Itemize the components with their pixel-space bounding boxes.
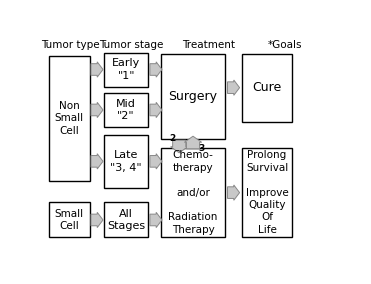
FancyBboxPatch shape bbox=[104, 202, 148, 237]
Text: *Goals: *Goals bbox=[268, 39, 302, 49]
Text: Cure: Cure bbox=[252, 81, 282, 94]
Polygon shape bbox=[91, 102, 103, 118]
Text: Chemo-
therapy

and/or

Radiation
Therapy: Chemo- therapy and/or Radiation Therapy bbox=[168, 151, 218, 235]
Polygon shape bbox=[227, 80, 240, 95]
FancyBboxPatch shape bbox=[242, 54, 292, 122]
Polygon shape bbox=[150, 102, 162, 118]
Text: Surgery: Surgery bbox=[168, 90, 217, 103]
Text: Early
"1": Early "1" bbox=[112, 59, 140, 81]
Text: 3: 3 bbox=[198, 144, 205, 153]
FancyBboxPatch shape bbox=[104, 53, 148, 87]
Polygon shape bbox=[91, 212, 103, 227]
Polygon shape bbox=[91, 62, 103, 77]
Polygon shape bbox=[227, 185, 240, 200]
Text: Mid
"2": Mid "2" bbox=[116, 99, 136, 121]
FancyBboxPatch shape bbox=[161, 148, 225, 237]
FancyBboxPatch shape bbox=[242, 148, 292, 237]
Text: Small
Cell: Small Cell bbox=[55, 209, 84, 231]
Polygon shape bbox=[91, 154, 103, 169]
FancyBboxPatch shape bbox=[104, 135, 148, 188]
Text: All
Stages: All Stages bbox=[107, 209, 145, 231]
FancyBboxPatch shape bbox=[49, 202, 89, 237]
FancyBboxPatch shape bbox=[49, 56, 89, 181]
Polygon shape bbox=[150, 154, 162, 169]
Text: Treatment: Treatment bbox=[182, 39, 235, 49]
Text: Tumor stage: Tumor stage bbox=[99, 39, 163, 49]
Polygon shape bbox=[150, 62, 162, 77]
Text: Prolong
Survival

Improve
Quality
Of
Life: Prolong Survival Improve Quality Of Life bbox=[246, 151, 288, 235]
Polygon shape bbox=[150, 212, 162, 227]
Text: Non
Small
Cell: Non Small Cell bbox=[55, 101, 84, 136]
Polygon shape bbox=[171, 140, 188, 153]
FancyBboxPatch shape bbox=[104, 93, 148, 127]
Text: 2: 2 bbox=[170, 134, 176, 143]
Polygon shape bbox=[184, 136, 202, 149]
Text: Tumor type: Tumor type bbox=[42, 39, 100, 49]
FancyBboxPatch shape bbox=[161, 54, 225, 139]
Text: Late
"3, 4": Late "3, 4" bbox=[110, 150, 142, 173]
